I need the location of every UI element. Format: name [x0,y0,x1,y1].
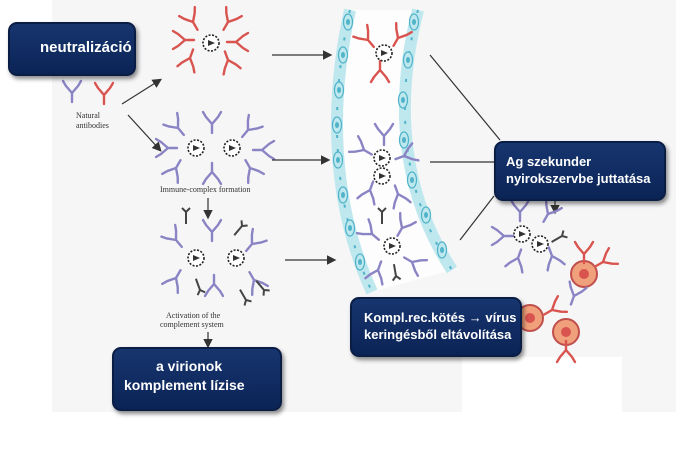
line-vessel-bottom-to-organ [459,195,495,241]
complement-receptor-callout: Kompl.rec.kötés → vírus keringésből eltá… [350,297,522,357]
complement-lysis-callout: a virionok komplement lízise [112,347,282,411]
neutralization-text: neutralizáció [40,39,132,56]
complement-lysis-text-line1: a virionok [156,358,223,374]
arrow-to-neutralization [121,78,163,105]
line-vessel-top-to-organ [429,54,501,141]
natural-label-line2: antibodies [76,121,109,130]
immune-complex-label: Immune-complex formation [160,185,250,194]
complement-receptor-text-line2: keringésből eltávolítása [364,327,512,342]
secondary-organ-text-line1: Ag szekunder [506,154,592,169]
activation-label-line1: Activation of the [166,311,221,320]
complement-receptor-text-line1: Kompl.rec.kötés → vírus [364,310,517,325]
complement-lysis-text-line2: komplement lízise [124,377,245,393]
arrow-to-complex [127,114,162,152]
neutralization-callout: neutralizáció [8,22,136,76]
secondary-organ-text-line2: nyirokszervbe juttatása [506,171,651,186]
figure-panel-gap [462,357,622,435]
secondary-organ-callout: Ag szekunder nyirokszervbe juttatása [494,141,666,201]
natural-label-line1: Natural [76,111,101,120]
activation-label-line2: complement system [160,320,225,329]
